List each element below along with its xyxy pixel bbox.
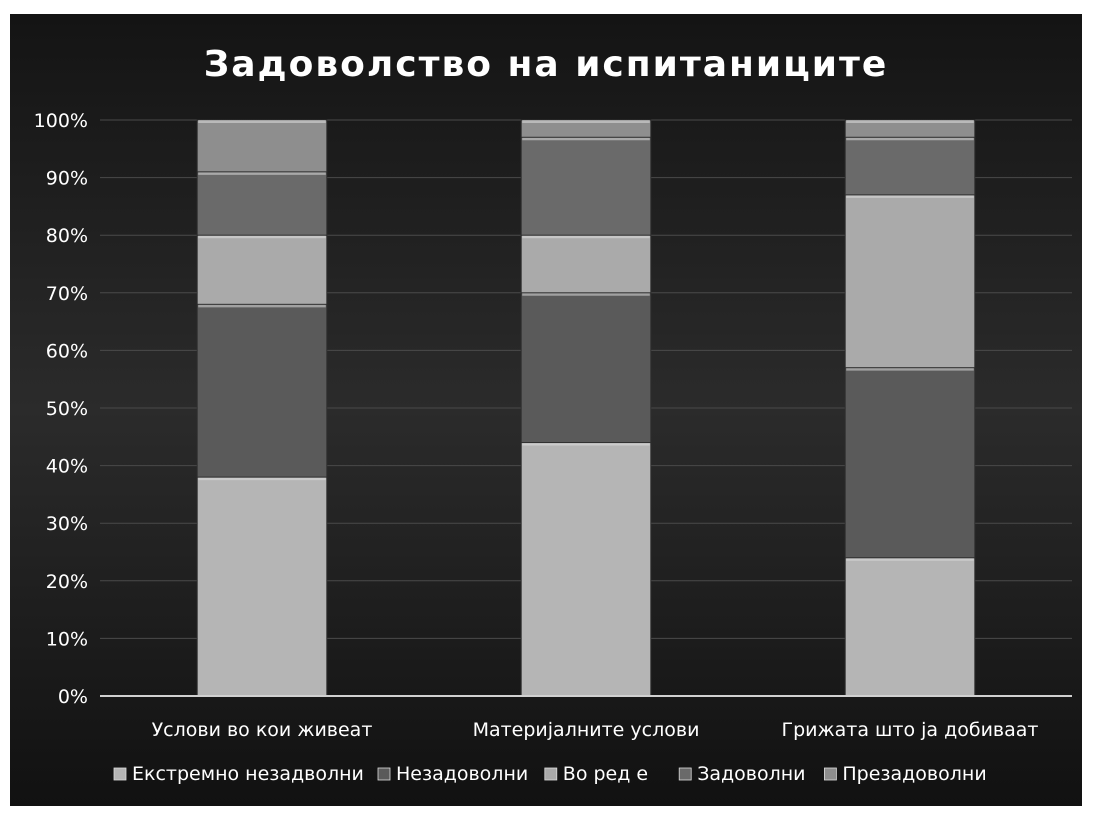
bar-segment (844, 136, 976, 196)
bar-segment (520, 136, 652, 236)
y-tick-label: 80% (46, 225, 88, 247)
bar-segment (196, 234, 328, 305)
legend-label: Екстремно незадволни (132, 763, 364, 785)
y-tick-label: 30% (46, 513, 88, 535)
y-tick-label: 70% (46, 283, 88, 305)
bar-segment (844, 557, 976, 697)
chart-svg: Задоволство на испитаниците 0% 10% 20% 30% 4… (10, 14, 1082, 806)
bar-segment (844, 194, 976, 369)
y-tick-label: 90% (46, 168, 88, 190)
chart-title: Задоволство на испитаниците (204, 44, 889, 85)
legend-label: Во ред е (563, 763, 648, 785)
y-tick-label: 20% (46, 571, 88, 593)
bar-segment (196, 303, 328, 478)
bar-segment (196, 119, 328, 173)
legend-swatch (544, 767, 558, 781)
legend-swatch (113, 767, 127, 781)
bar-segment (520, 234, 652, 294)
y-tick-label: 50% (46, 398, 88, 420)
bar-segment (196, 171, 328, 236)
x-tick-label: Услови во кои живеат (152, 719, 373, 741)
bar-segment (520, 292, 652, 444)
legend-label: Задоволни (697, 763, 805, 785)
legend-swatch (377, 767, 391, 781)
bars (196, 119, 976, 697)
x-tick-label: Материјалните услови (473, 719, 700, 741)
x-tick-label: Грижата што ја добиваат (782, 719, 1039, 741)
legend-label: Презадоволни (842, 763, 986, 785)
bar-segment (844, 367, 976, 559)
y-axis-tick-labels: 0% 10% 20% 30% 40% 50% 60% 70% 80% 90% 100% (34, 110, 88, 708)
legend-label: Незадоволни (396, 763, 528, 785)
x-axis-tick-labels: Услови во кои живеат Материјалните услови… (152, 719, 1039, 741)
bar-segment (196, 476, 328, 697)
y-tick-label: 40% (46, 456, 88, 478)
y-tick-label: 100% (34, 110, 88, 132)
legend: Екстремно незадволни Незадоволни Во ред е З… (113, 763, 987, 785)
y-tick-label: 60% (46, 340, 88, 362)
y-tick-label: 0% (58, 686, 88, 708)
bar-segment (520, 442, 652, 697)
legend-swatch (678, 767, 692, 781)
y-tick-label: 10% (46, 628, 88, 650)
chart-area: Задоволство на испитаниците 0% 10% 20% 30% 4… (10, 14, 1082, 806)
legend-swatch (824, 767, 837, 781)
